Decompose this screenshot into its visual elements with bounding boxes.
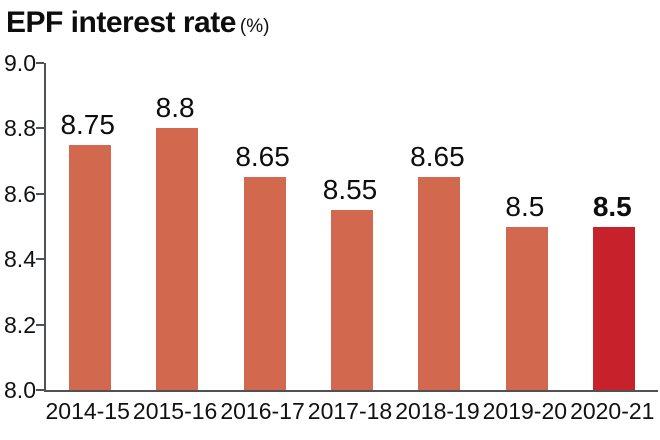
y-axis-tick-label: 8.0 [4,377,36,403]
bar-value-label: 8.55 [322,174,378,206]
x-axis-label: 2014-15 [45,398,130,424]
bar-value-label: 8.5 [505,190,545,222]
y-axis-tick [36,389,44,391]
y-axis-tick-label: 9.0 [4,50,36,76]
x-axis-label: 2017-18 [307,398,393,424]
y-axis-tick [36,127,44,130]
x-axis-label: 2019-20 [482,398,568,424]
y-axis-tick [36,258,44,261]
x-axis-label: 2015-16 [132,398,218,424]
bar-2014-15 [68,144,111,390]
y-axis-tick [36,323,44,326]
y-axis-tick-label: 8.8 [4,115,36,142]
x-axis-label: 2018-19 [395,398,480,424]
y-axis-tick [36,192,44,195]
bar-value-label: 8.5 [592,190,632,222]
bar-2015-16 [156,128,199,390]
bar-2016-17 [243,177,286,390]
y-axis-tick-label: 8.6 [4,180,36,207]
y-axis-tick-label: 8.2 [4,311,36,338]
y-axis-tick [36,62,44,64]
bar-value-label: 8.65 [235,141,290,173]
chart-title-unit: (%) [239,16,270,37]
bar-2017-18 [331,210,373,390]
y-axis-tick-label: 8.4 [4,246,36,273]
x-axis-label: 2016-17 [220,398,305,424]
bar-value-label: 8.65 [410,141,465,173]
bar-2019-20 [505,226,548,390]
chart-title-text: EPF interest rate [6,6,236,39]
plot-area [44,63,658,392]
chart-title: EPF interest rate (%) [6,6,269,40]
bar-2018-19 [418,177,461,390]
bar-2020-21 [593,226,636,390]
bar-value-label: 8.8 [155,92,195,124]
bar-value-label: 8.75 [60,108,115,140]
x-axis-label: 2020-21 [570,398,655,424]
